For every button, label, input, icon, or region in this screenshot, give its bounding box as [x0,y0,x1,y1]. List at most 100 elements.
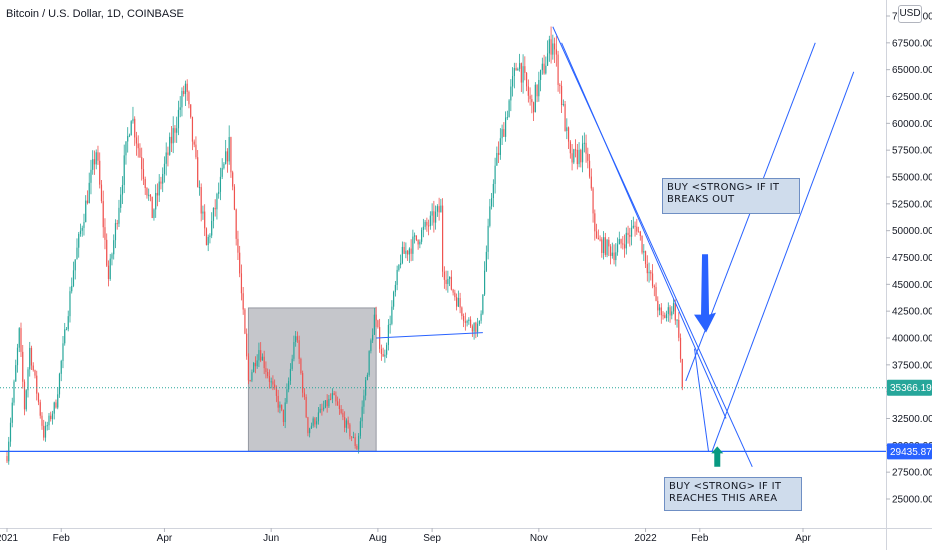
candle [639,230,641,241]
candle-body [232,172,234,187]
candle [669,305,671,323]
candle [158,174,160,202]
candle-body [646,264,648,274]
candle [553,37,556,63]
candle [78,231,80,258]
candle-body [99,160,101,185]
candle-body [92,159,94,170]
candle-body [463,315,465,322]
candle [130,120,132,136]
candle-body [316,421,318,425]
candle-body [83,222,85,228]
candle [204,204,206,237]
candle-body [622,243,624,245]
candle-body [163,163,166,174]
candle-body [295,336,297,343]
candle-body [482,294,484,314]
candle [394,280,396,297]
candle [261,353,264,361]
candle [76,238,78,260]
candle [606,238,608,258]
note-buy-breakout[interactable]: BUY <STRONG> IF IT BREAKS OUT [662,178,800,214]
candle-body [225,151,227,164]
projection-line [694,348,699,376]
candle [504,111,507,142]
candle-body [183,90,185,95]
candle [560,80,563,113]
candle [623,234,626,258]
candle [566,118,568,140]
candle [191,116,194,151]
candle-body [595,231,598,238]
candle-body [291,358,293,369]
candle [637,226,640,233]
candle-body [246,333,248,357]
candle-body [655,287,657,301]
candle-body [29,347,31,370]
candle-body [615,252,617,261]
candle [190,104,192,119]
candle-body [274,384,276,388]
candle-body [401,246,403,263]
candle [615,243,617,267]
candle [634,221,636,237]
candle-body [228,137,230,162]
candle [618,231,620,245]
candle [125,141,127,165]
candle [228,125,230,165]
candle-body [382,354,384,357]
drawing-layer-front [0,26,886,468]
candle-body [658,307,661,311]
candle [536,84,538,103]
candle [445,270,447,291]
candle [456,293,458,311]
candle-body [95,152,97,165]
candle [382,347,384,357]
candle-body [391,306,393,324]
candle-body [211,220,213,236]
candle-body [585,142,587,154]
candle-body [310,425,313,429]
downtrend-line [552,26,753,468]
candle-body [657,300,659,311]
candle [609,244,612,265]
candle-body [93,159,96,165]
price-tick-label: 60000.00 [892,119,932,130]
candle [592,186,594,223]
candle-body [524,66,526,73]
candle-body [226,151,229,162]
price-tick-label: 25000.00 [892,495,932,506]
candle-body [644,251,647,265]
candle-body [438,206,440,213]
candle [604,232,606,258]
candle-body [128,135,131,137]
candle-body [281,404,283,410]
candle-body [602,237,605,254]
candle [151,196,153,219]
candle [328,394,330,408]
arrow-down-icon [694,254,717,333]
candle [681,358,683,391]
candle [296,331,299,343]
candle [400,254,402,269]
candle-body [569,141,571,154]
candle [352,431,354,439]
range-rectangle [247,307,377,452]
currency-badge[interactable]: USD [898,5,922,23]
candle-body [490,197,493,207]
candle [342,409,344,421]
candle-body [176,128,178,133]
candle-body [204,211,206,229]
candle-body [641,235,643,253]
candle-body [541,63,543,71]
candle [104,218,106,250]
candle [429,211,431,230]
candle [39,399,41,419]
candle [616,237,619,256]
candle-body [167,152,169,155]
candle-body [529,95,531,100]
candle-body [62,343,64,361]
candle [503,122,505,137]
note-buy-area[interactable]: BUY <STRONG> IF IT REACHES THIS AREA [664,477,802,511]
